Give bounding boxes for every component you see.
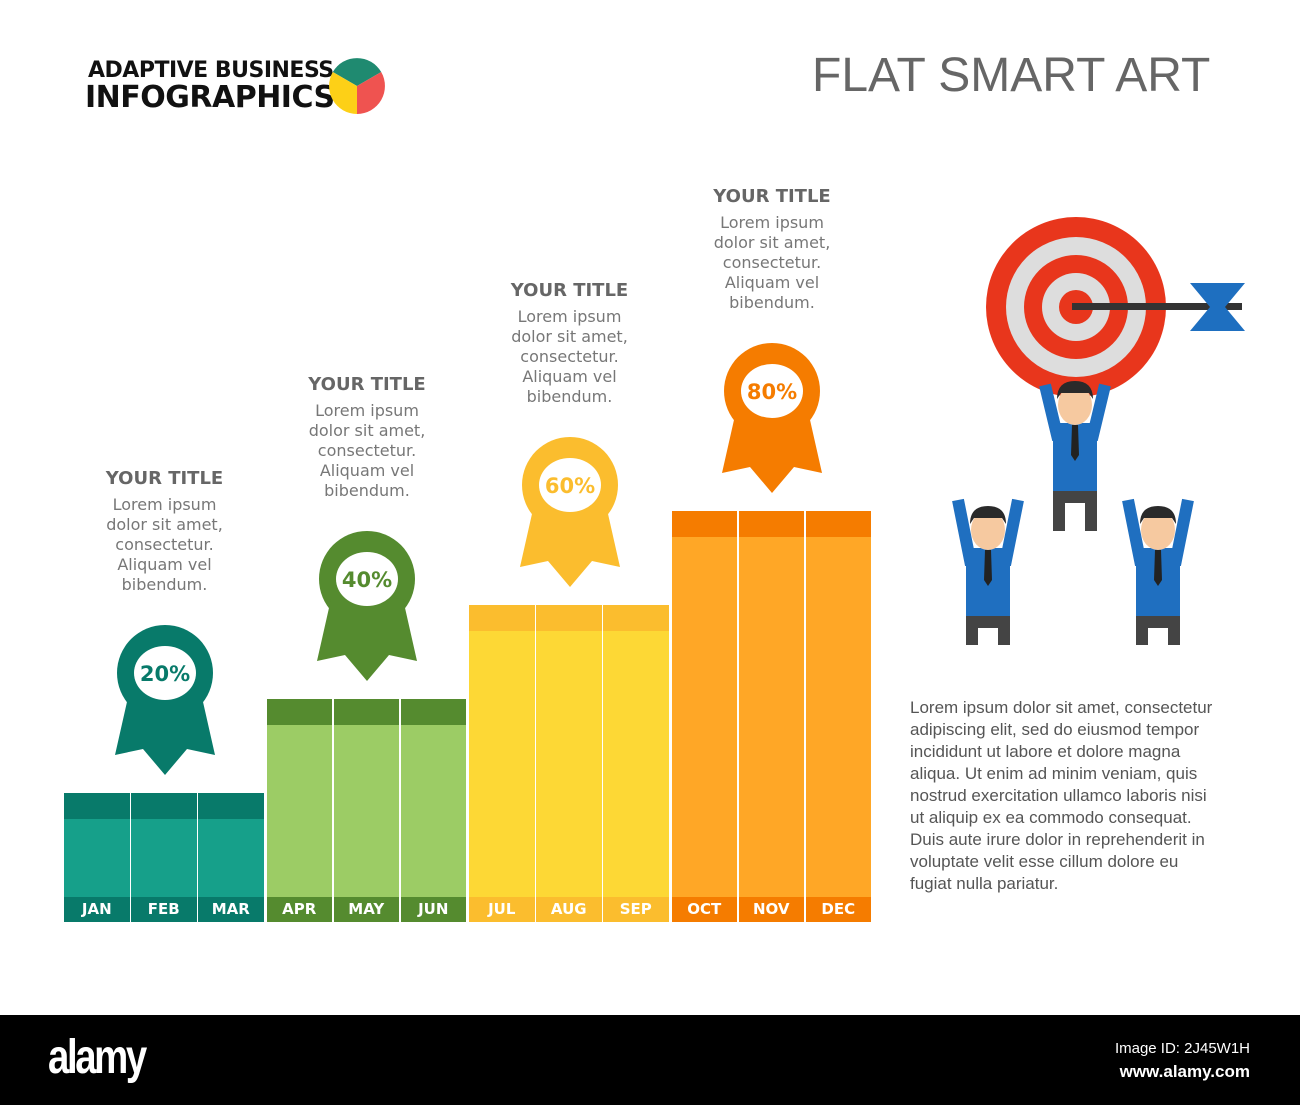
quarter-text-line: dolor sit amet, [713,233,831,252]
bar-cap [333,699,399,725]
paragraph-line: Duis aute irure dolor in reprehenderit i… [910,830,1205,849]
bar-nov: NOV [738,511,804,922]
month-label: OCT [671,897,737,922]
bar-cap [400,699,466,725]
paragraph-line: fugiat nulla pariatur. [910,874,1059,893]
paragraph-line: Lorem ipsum dolor sit amet, consectetur [910,698,1213,717]
quarter-text: Lorem ipsum dolor sit amet, consectetur. Al… [682,213,862,313]
percent-label: 40% [342,568,392,592]
paragraph-line: nostrud exercitation ullamco laboris nis… [910,786,1207,805]
bar-cap [536,605,602,631]
footer-url[interactable]: www.alamy.com [1119,1062,1250,1081]
bar-sep: SEP [603,605,669,922]
quarter-title: YOUR TITLE [105,468,224,489]
quarter-text-line: bibendum. [526,387,613,406]
month-label: JUN [400,897,466,922]
quarter-text-line: dolor sit amet, [511,327,628,346]
ribbon-badge-icon: 20% [114,625,215,775]
ribbon-badge-icon: 80% [722,343,822,493]
quarter-text-line: bibendum. [121,575,208,594]
quarter-text: Lorem ipsum dolor sit amet, consectetur. Al… [75,495,255,595]
quarter-text: Lorem ipsum dolor sit amet, consectetur. Al… [480,307,660,407]
quarter-text-line: consectetur. [722,253,822,272]
brand-line-2: INFOGRAPHICS [85,80,335,115]
bar-dec: DEC [805,511,871,922]
bar-cap [671,511,737,537]
month-label: FEB [131,897,197,922]
bar-mar: MAR [198,793,264,922]
quarter-text-line: consectetur. [520,347,619,366]
quarter-text-line: Lorem ipsum [720,213,824,232]
bar-apr: APR [266,699,332,922]
quarter-title: YOUR TITLE [308,374,426,395]
image-id: Image ID: 2J45W1H [1114,1040,1250,1057]
quarter-text-line: bibendum. [324,481,410,500]
quarter-text-line: Aliquam vel [319,461,415,480]
month-label: MAR [198,897,264,922]
bar-jul: JUL [469,605,535,922]
paragraph-line: adipiscing elit, sed do eiusmod tempor [910,720,1200,739]
month-label: NOV [738,897,804,922]
percent-label: 80% [747,380,797,404]
bar-cap [266,699,332,725]
pie-chart-icon [329,58,385,114]
bar-cap [131,793,197,819]
brand-line-1: ADAPTIVE BUSINESS [88,58,334,83]
bar-cap [198,793,264,819]
percent-label: 60% [544,474,594,498]
bar-cap [805,511,871,537]
ribbon-badge-icon: 40% [317,531,417,681]
paragraph-line: ut aliquip ex ea commodo consequat. [910,808,1192,827]
paragraph-line: incididunt ut labore et dolore magna [910,742,1181,761]
description-paragraph: Lorem ipsum dolor sit amet, consectetur a… [910,697,1250,895]
paragraph-line: aliqua. Ut enim ad minim veniam, quis [910,764,1198,783]
quarter-title: YOUR TITLE [510,280,629,301]
quarter-title: YOUR TITLE [713,186,831,207]
quarter-text-line: bibendum. [729,293,815,312]
month-label: AUG [536,897,602,922]
ribbon-badge-icon: 60% [519,437,620,587]
bar-may: MAY [333,699,399,922]
bar-oct: OCT [671,511,737,922]
alamy-logo: alamy [48,1031,147,1084]
bar-cap [603,605,669,631]
target-arrow-teamwork-icon [952,217,1245,645]
bar-jan: JAN [64,793,130,922]
bar-jun: JUN [400,699,466,922]
bar-cap [469,605,535,631]
quarter-text-line: consectetur. [115,535,214,554]
bar-feb: FEB [131,793,197,922]
quarter-text-line: Lorem ipsum [112,495,217,514]
month-label: JAN [64,897,130,922]
quarter-text-line: Lorem ipsum [315,401,419,420]
quarter-text-line: Lorem ipsum [517,307,622,326]
quarter-text-line: Aliquam vel [117,555,212,574]
bar-cap [64,793,130,819]
quarter-text: Lorem ipsum dolor sit amet, consectetur. Al… [277,401,457,501]
month-label: JUL [469,897,535,922]
page-title: FLAT SMART ART [812,49,1211,102]
footer-bar [0,1015,1300,1105]
month-label: APR [266,897,332,922]
paragraph-line: voluptate velit esse cillum dolore eu [910,852,1179,871]
bar-cap [738,511,804,537]
month-label: MAY [333,897,399,922]
quarter-text-line: Aliquam vel [724,273,820,292]
bar-aug: AUG [536,605,602,922]
quarter-text-line: Aliquam vel [522,367,617,386]
percent-label: 20% [139,662,189,686]
quarter-text-line: dolor sit amet, [106,515,223,534]
quarter-text-line: consectetur. [317,441,417,460]
month-label: SEP [603,897,669,922]
quarter-text-line: dolor sit amet, [308,421,426,440]
month-label: DEC [805,897,871,922]
